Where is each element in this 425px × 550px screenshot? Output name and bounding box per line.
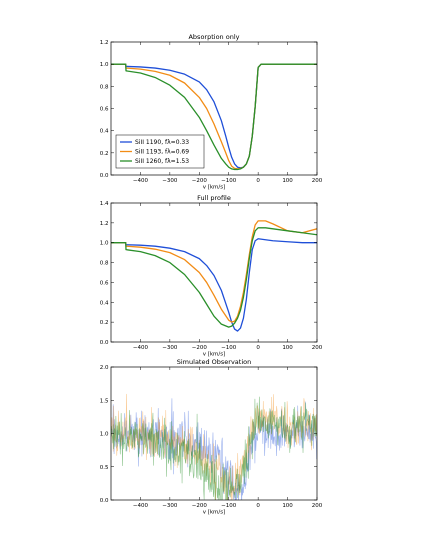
y-tick-label-simulated: 1.5 [100, 398, 109, 404]
x-tick-label-full-profile: −200 [192, 345, 208, 351]
x-tick-label-full-profile: 100 [282, 345, 293, 351]
x-axis-label-full-profile: v [km/s] [203, 352, 226, 358]
y-tick-label-absorption: 0.0 [100, 173, 109, 179]
x-tick-label-absorption: 0 [256, 178, 260, 184]
y-tick-label-absorption: 1.0 [100, 62, 109, 68]
y-tick-label-absorption: 0.4 [100, 129, 109, 135]
panel-absorption: −400 −300 −200 −100 0 100 200 0.0 0.2 0.4 0.6 0.8 1.… [100, 33, 323, 191]
x-tick-label-simulated: −400 [133, 503, 149, 509]
y-tick-label-full-profile: 0.4 [100, 300, 109, 306]
series-line-full-profile-3 [111, 227, 317, 328]
x-tick-label-absorption: −400 [133, 178, 149, 184]
series-line-full-profile-1 [111, 238, 317, 332]
x-tick-label-absorption: −200 [192, 178, 208, 184]
x-tick-label-absorption: 100 [282, 178, 293, 184]
x-axis-label-simulated: v [km/s] [203, 510, 226, 516]
y-tick-label-simulated: 2.0 [100, 365, 109, 371]
plot-frame-full-profile [110, 202, 318, 343]
series-line-absorption-3 [111, 63, 317, 171]
y-tick-label-full-profile: 0.2 [100, 320, 109, 326]
y-tick-label-full-profile: 1.4 [100, 201, 109, 207]
legend-label-1: SiII 1190, fλ=0.33 [135, 139, 189, 146]
x-tick-label-full-profile: 200 [312, 345, 323, 351]
panel-title-full-profile: Full profile [197, 194, 231, 202]
series-group-simulated [111, 393, 317, 500]
x-tick-label-full-profile: −300 [162, 345, 178, 351]
x-tick-label-simulated: −300 [162, 503, 178, 509]
series-line-full-profile-2 [111, 220, 317, 323]
x-axis-label-absorption: v [km/s] [203, 185, 226, 191]
series-group-full-profile [111, 220, 317, 332]
y-tick-label-absorption: 0.8 [100, 84, 109, 90]
y-tick-label-full-profile: 0.0 [100, 340, 109, 346]
panel-title-simulated: Simulated Observation [177, 358, 252, 366]
panel-title-absorption: Absorption only [188, 33, 239, 41]
x-tick-label-absorption: 200 [312, 178, 323, 184]
y-tick-label-simulated: 0.0 [100, 498, 109, 504]
y-tick-label-simulated: 0.5 [100, 465, 109, 471]
y-tick-label-simulated: 1.0 [100, 432, 109, 438]
x-tick-label-simulated: 100 [282, 503, 293, 509]
panel-simulated: −400 −300 −200 −100 0 100 200 0.0 0.5 1.0 1.5 2.0 Si… [100, 358, 323, 516]
panel-full-profile: −400 −300 −200 −100 0 100 200 0.0 0.2 0.4 0.6 0.8 1.… [100, 194, 323, 358]
legend-label-2: SiII 1193, fλ=0.69 [135, 149, 189, 156]
x-tick-label-simulated: 200 [312, 503, 323, 509]
series-group-absorption [111, 63, 317, 171]
series-line-simulated-3 [111, 396, 317, 500]
y-tick-label-absorption: 0.2 [100, 151, 109, 157]
y-tick-label-absorption: 0.6 [100, 107, 109, 113]
x-tick-label-simulated: −200 [192, 503, 208, 509]
x-tick-label-simulated: −100 [221, 503, 237, 509]
x-tick-label-full-profile: −400 [133, 345, 149, 351]
y-tick-label-full-profile: 0.6 [100, 280, 109, 286]
y-tick-label-full-profile: 1.0 [100, 241, 109, 247]
y-tick-label-full-profile: 1.2 [100, 221, 109, 227]
x-tick-label-absorption: −300 [162, 178, 178, 184]
x-tick-label-full-profile: −100 [221, 345, 237, 351]
x-tick-label-full-profile: 0 [256, 345, 260, 351]
x-tick-label-simulated: 0 [256, 503, 260, 509]
y-tick-label-absorption: 1.2 [100, 40, 109, 46]
y-tick-label-full-profile: 0.8 [100, 261, 109, 267]
legend-label-3: SiII 1260, fλ=1.53 [135, 158, 189, 165]
x-tick-label-absorption: −100 [221, 178, 237, 184]
